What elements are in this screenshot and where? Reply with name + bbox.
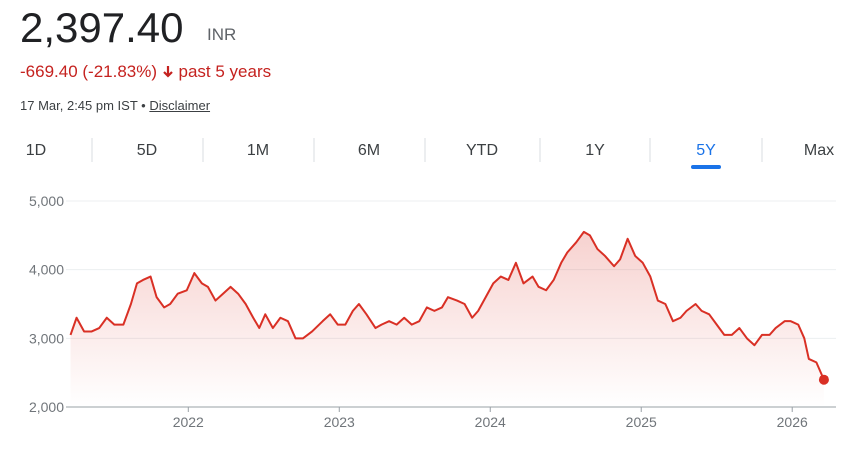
timestamp-row: 17 Mar, 2:45 pm IST • Disclaimer: [20, 98, 210, 113]
currency: INR: [207, 25, 237, 44]
tab[interactable]: 1M: [247, 142, 269, 159]
tab[interactable]: 1D: [26, 142, 46, 159]
chart: 2,000 3,000 4,000 5,000 2022 2023 2024 2025 2026: [29, 193, 836, 430]
tabs: 1D 5D 1M 6M YTD 1Y 5Y Max: [26, 138, 834, 169]
tab-indicator: [691, 165, 721, 169]
y-tick-label: 2,000: [29, 399, 64, 415]
change: -669.40 (-21.83%): [20, 62, 158, 81]
tab[interactable]: 1Y: [585, 142, 605, 159]
x-tick-label: 2026: [777, 414, 808, 430]
end-point: [818, 374, 829, 385]
period: past 5 years: [178, 62, 272, 81]
y-tick-label: 5,000: [29, 193, 64, 209]
tab[interactable]: 5D: [137, 142, 157, 159]
x-tick-label: 2023: [324, 414, 355, 430]
tab[interactable]: 6M: [358, 142, 380, 159]
price: 2,397.40: [20, 4, 184, 51]
x-tick-label: 2022: [173, 414, 204, 430]
x-tick-label: 2025: [626, 414, 657, 430]
tab[interactable]: Max: [804, 142, 834, 159]
timestamp: 17 Mar, 2:45 pm IST: [20, 98, 138, 113]
tab[interactable]: YTD: [466, 142, 498, 159]
price-line: [69, 230, 825, 381]
y-tick-label: 4,000: [29, 262, 64, 278]
y-tick-label: 3,000: [29, 330, 64, 346]
down-arrow: [162, 66, 173, 78]
change-row: -669.40 (-21.83%) past 5 years: [20, 62, 271, 82]
disclaimer[interactable]: Disclaimer: [149, 98, 211, 113]
tab[interactable]: 5Y: [696, 142, 716, 159]
x-tick-label: 2024: [475, 414, 506, 430]
separator: •: [141, 98, 146, 113]
area-fill: [70, 231, 824, 407]
